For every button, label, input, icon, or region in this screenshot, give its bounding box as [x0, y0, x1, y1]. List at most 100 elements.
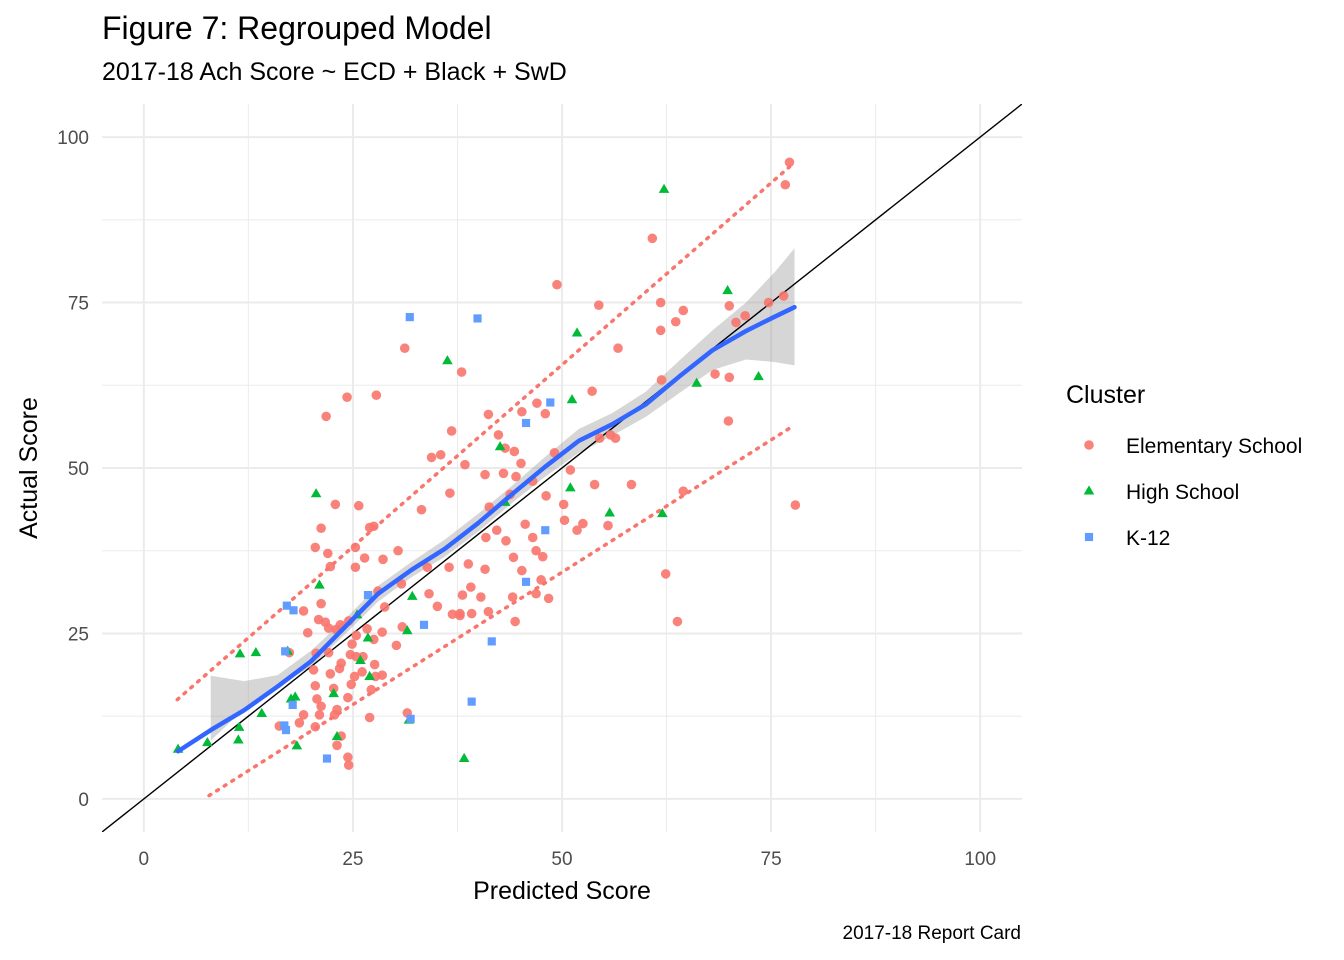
x-tick-label: 100: [964, 849, 996, 870]
point-elementary-school: [343, 760, 354, 770]
point-high-school: [657, 508, 668, 518]
point-elementary-school: [397, 622, 408, 632]
point-elementary-school: [531, 588, 541, 599]
prediction-band-layer: [175, 165, 792, 798]
point-elementary-school: [314, 710, 325, 720]
point-elementary-school: [379, 602, 390, 612]
point-elementary-school: [790, 500, 801, 510]
point-elementary-school: [594, 433, 605, 444]
point-high-school: [328, 688, 339, 698]
point-elementary-school: [466, 608, 477, 619]
point-elementary-school: [456, 367, 467, 377]
point-elementary-school: [517, 406, 527, 417]
point-elementary-school: [678, 486, 689, 496]
point-elementary-school: [432, 601, 443, 612]
x-tick-label: 50: [551, 849, 572, 870]
point-elementary-school: [310, 542, 321, 553]
point-elementary-school: [493, 430, 504, 440]
point-elementary-school: [316, 701, 326, 712]
point-elementary-school: [422, 562, 433, 573]
point-elementary-school: [369, 659, 380, 670]
point-elementary-school: [343, 692, 353, 703]
point-elementary-school: [558, 499, 569, 510]
point-elementary-school: [724, 372, 735, 383]
point-elementary-school: [508, 552, 519, 563]
point-elementary-school: [347, 639, 357, 649]
prediction-band-upper: [175, 165, 792, 702]
point-elementary-school: [445, 488, 455, 498]
point-elementary-school: [498, 468, 509, 479]
y-tick-label: 75: [68, 294, 89, 315]
point-elementary-school: [540, 408, 551, 419]
point-high-school: [407, 590, 418, 600]
point-elementary-school: [325, 561, 336, 572]
point-elementary-school: [350, 542, 361, 553]
point-high-school: [289, 691, 301, 701]
point-elementary-school: [483, 606, 494, 617]
point-elementary-school: [349, 671, 360, 682]
point-elementary-school: [371, 390, 382, 401]
point-elementary-school: [509, 446, 520, 457]
point-elementary-school: [323, 623, 334, 633]
point-high-school: [604, 507, 615, 517]
point-elementary-school: [310, 680, 321, 691]
legend-key-elementary-school: [1084, 440, 1094, 450]
point-elementary-school: [364, 712, 375, 723]
point-k-12: [546, 398, 555, 407]
y-tick-label: 0: [78, 790, 89, 811]
point-high-school: [362, 632, 374, 642]
point-high-school: [256, 707, 268, 718]
point-high-school: [442, 355, 453, 365]
point-elementary-school: [294, 718, 305, 728]
point-elementary-school: [321, 411, 331, 422]
y-tick-label: 100: [57, 128, 89, 149]
point-k-12: [281, 647, 290, 656]
point-k-12: [363, 590, 373, 600]
x-tick-label: 0: [139, 849, 150, 870]
point-elementary-school: [552, 279, 562, 290]
point-high-school: [233, 721, 245, 731]
point-elementary-school: [378, 554, 388, 565]
point-elementary-school: [312, 694, 322, 704]
y-tick-label: 50: [68, 459, 89, 480]
prediction-band-lower: [207, 426, 792, 798]
point-elementary-school: [731, 317, 741, 328]
point-high-school: [233, 734, 244, 744]
point-elementary-school: [572, 525, 582, 536]
legend-label-high-school: High School: [1126, 481, 1239, 504]
point-k-12: [473, 314, 482, 323]
point-high-school: [364, 670, 375, 680]
point-elementary-school: [723, 416, 734, 426]
point-elementary-school: [780, 179, 791, 190]
point-elementary-school: [541, 490, 551, 501]
point-elementary-school: [613, 343, 623, 354]
point-elementary-school: [351, 630, 362, 641]
point-elementary-school: [626, 479, 637, 490]
point-high-school: [291, 740, 303, 750]
point-elementary-school: [656, 375, 667, 385]
point-elementary-school: [672, 616, 683, 627]
point-elementary-school: [516, 458, 526, 469]
identity-line-layer: [102, 104, 1022, 832]
point-elementary-school: [446, 426, 457, 436]
point-high-school: [571, 327, 583, 337]
point-elementary-school: [343, 752, 353, 763]
point-elementary-school: [424, 588, 434, 599]
point-elementary-school: [329, 710, 340, 720]
identity-line: [102, 104, 1022, 832]
point-elementary-school: [536, 575, 546, 585]
point-k-12: [282, 601, 291, 610]
point-high-school: [722, 284, 733, 295]
point-elementary-school: [710, 369, 720, 379]
point-elementary-school: [481, 532, 491, 543]
legend-key-high-school: [1083, 485, 1095, 495]
chart-title: Figure 7: Regrouped Model: [102, 10, 492, 46]
point-k-12: [541, 526, 550, 535]
point-elementary-school: [763, 297, 774, 308]
x-axis-title: Predicted Score: [473, 877, 651, 905]
point-high-school: [331, 731, 343, 741]
point-high-school: [658, 183, 670, 193]
point-elementary-school: [447, 609, 458, 620]
point-elementary-school: [302, 627, 313, 638]
smooth-line-layer: [175, 304, 797, 754]
